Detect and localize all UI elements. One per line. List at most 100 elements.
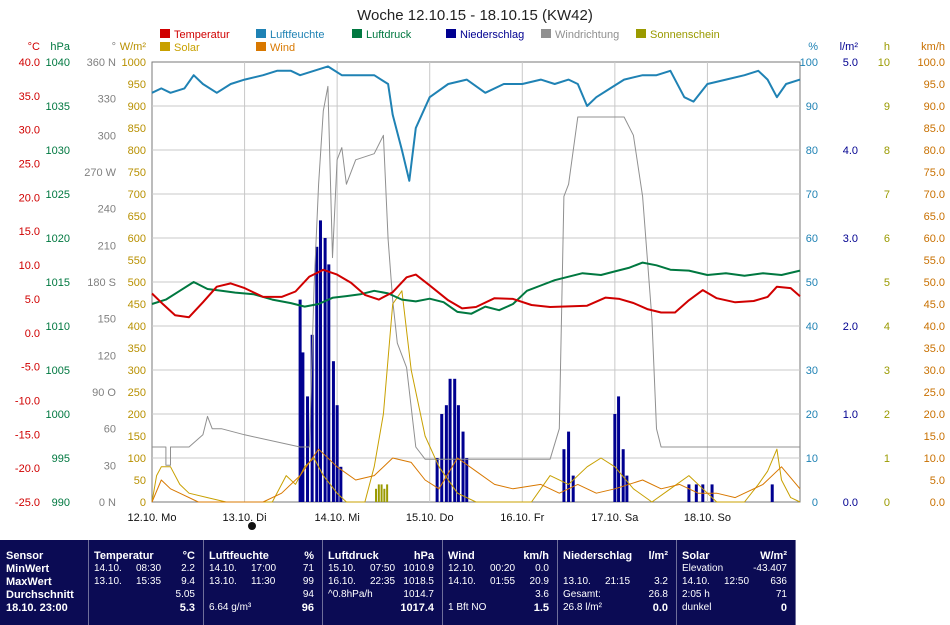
sunshine-bar <box>377 484 380 502</box>
stats-cell: 3.2 <box>654 576 668 587</box>
chart-title: Woche 12.10.15 - 18.10.15 (KW42) <box>357 7 593 24</box>
stats-cell: 71 <box>775 589 787 600</box>
axis-tick-solar: 850 <box>128 123 146 135</box>
legend-swatch <box>160 42 170 51</box>
stats-cell: Wind <box>448 550 475 562</box>
axis-unit-hum: % <box>808 41 818 53</box>
axis-tick-hum: 30 <box>806 365 818 377</box>
axis-tick-press: 1005 <box>46 365 70 377</box>
legend-item: Luftdruck <box>352 29 412 41</box>
axis-tick-sun: 8 <box>884 145 890 157</box>
axis-tick-solar: 300 <box>128 365 146 377</box>
axis-tick-hum: 20 <box>806 409 818 421</box>
axis-tick-solar: 250 <box>128 387 146 399</box>
rain-bar <box>318 220 322 502</box>
rain-bar <box>562 449 566 502</box>
stats-cell: 96 <box>301 602 314 614</box>
axis-tick-wind: 40.0 <box>924 321 945 333</box>
axis-tick-wind: 55.0 <box>924 255 945 267</box>
stats-cell: 636 <box>770 576 787 587</box>
axis-tick-sun: 4 <box>884 321 890 333</box>
series-line-wind <box>151 448 801 503</box>
stats-cell: 1017.4 <box>400 602 434 614</box>
stats-column: Wind km/h 12.10. 00:20 0.0 14.10. 01:55 20.9 3.6… <box>442 540 558 625</box>
axis-dir: ° 0 N 30 60 90 O 120 150 180 S 210 240 270 W 300 330… <box>84 41 116 509</box>
axis-tick-sun: 10 <box>878 57 890 69</box>
stats-cell: 21:15 <box>605 576 631 587</box>
stats-cell: 1010.9 <box>403 563 434 574</box>
series-line-luftfeuchte <box>151 65 801 182</box>
sunshine-bar <box>386 484 389 502</box>
axis-tick-temp: 40.0 <box>19 57 40 69</box>
legend-swatch <box>256 29 266 38</box>
legend-item: Wind <box>256 42 295 54</box>
axis-tick-wind: 30.0 <box>924 365 945 377</box>
rain-bar <box>613 414 617 502</box>
axis-tick-solar: 1000 <box>122 57 146 69</box>
stats-cell: 99 <box>302 576 314 587</box>
legend-swatch <box>636 29 646 38</box>
stats-cell: 13.10. <box>94 576 122 587</box>
chart-grid <box>151 61 801 503</box>
axis-tick-wind: 0.0 <box>930 497 945 509</box>
legend-label: Luftfeuchte <box>270 29 324 41</box>
axis-tick-temp: -20.0 <box>15 463 40 475</box>
legend-swatch <box>446 29 456 38</box>
x-tick-label: 15.10. Do <box>406 512 454 524</box>
stats-cell: 20.9 <box>529 576 549 587</box>
rain-bar <box>465 458 469 502</box>
axis-unit-rain: l/m² <box>840 41 859 53</box>
legend-swatch <box>541 29 551 38</box>
stats-cell: dunkel <box>682 602 712 613</box>
rain-bar <box>339 466 343 502</box>
axis-tick-sun: 7 <box>884 189 890 201</box>
axis-tick-solar: 550 <box>128 255 146 267</box>
stats-cell: 26.8 <box>648 589 668 600</box>
stats-column: Luftdruck hPa 15.10. 07:50 1010.9 16.10. 22:35… <box>322 540 443 625</box>
axis-tick-temp: -15.0 <box>15 429 40 441</box>
stats-cell: 0.0 <box>652 602 668 614</box>
axis-tick-rain: 5.0 <box>843 57 858 69</box>
stats-cell: 14.10. <box>209 563 237 574</box>
axis-tick-dir: 330 <box>98 94 116 106</box>
rain-bar <box>571 475 575 502</box>
legend-label: Wind <box>270 42 295 54</box>
series-line-temperatur <box>151 268 801 319</box>
rain-bar <box>335 405 339 502</box>
rain-bar <box>625 475 629 502</box>
axis-tick-wind: 85.0 <box>924 123 945 135</box>
x-tick-label: 16.10. Fr <box>500 512 544 524</box>
stats-cell: 6.64 g/m³ <box>209 602 252 613</box>
legend-label: Luftdruck <box>366 29 412 41</box>
axis-rain: l/m² 0.0 1.0 2.0 3.0 4.0 5.0 <box>840 41 859 509</box>
axis-tick-sun: 2 <box>884 409 890 421</box>
legend-label: Sonnenschein <box>650 29 720 41</box>
axis-tick-wind: 90.0 <box>924 101 945 113</box>
axis-tick-dir: 60 <box>104 424 116 436</box>
axis-tick-press: 990 <box>52 497 70 509</box>
stats-cell: MaxWert <box>6 576 52 588</box>
axis-tick-solar: 650 <box>128 211 146 223</box>
legend-item: Sonnenschein <box>636 29 720 41</box>
x-tick-label: 12.10. Mo <box>128 512 177 524</box>
axis-tick-sun: 9 <box>884 101 890 113</box>
axis-hum: % 0 10 20 30 40 50 60 70 80 90 100 <box>800 41 819 509</box>
axis-tick-temp: -10.0 <box>15 395 40 407</box>
chart-legend: Temperatur Luftfeuchte Luftdruck Niederschl… <box>160 29 720 54</box>
axis-tick-press: 1015 <box>46 277 70 289</box>
axis-tick-wind: 10.0 <box>924 453 945 465</box>
axis-tick-press: 1040 <box>46 57 70 69</box>
axis-tick-wind: 45.0 <box>924 299 945 311</box>
axis-unit-temp: °C <box>28 41 40 53</box>
stats-cell: 3.6 <box>535 589 549 600</box>
stats-cell: 26.8 l/m² <box>563 602 602 613</box>
axis-tick-temp: -5.0 <box>21 362 40 374</box>
x-axis-labels: 12.10. Mo 13.10. Di 14.10. Mi 15.10. Do 16.1… <box>128 512 731 524</box>
axis-tick-press: 1025 <box>46 189 70 201</box>
stats-cell: 14.10. <box>448 576 476 587</box>
axis-tick-dir: 150 <box>98 314 116 326</box>
axis-tick-wind: 100.0 <box>917 57 945 69</box>
axis-tick-dir: 300 <box>98 130 116 142</box>
axis-tick-temp: 20.0 <box>19 192 40 204</box>
axis-tick-press: 1000 <box>46 409 70 421</box>
